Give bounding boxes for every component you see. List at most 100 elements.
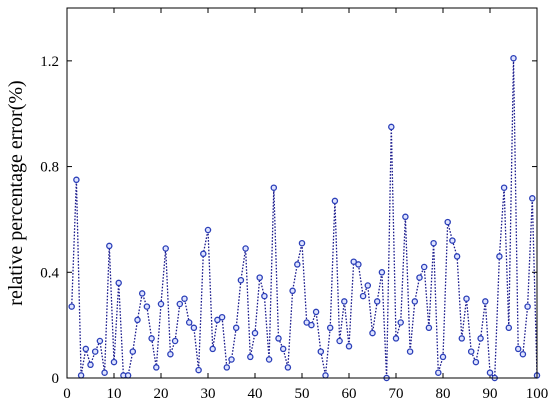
x-tick-label: 30 (201, 386, 216, 402)
data-point (529, 195, 536, 202)
data-point (73, 176, 80, 184)
data-point (247, 353, 254, 361)
data-point (110, 358, 118, 366)
x-tick-label: 20 (154, 386, 169, 402)
data-point (106, 242, 113, 250)
y-tick-label: 0.8 (40, 160, 59, 176)
data-point (261, 292, 268, 300)
data-point (308, 321, 315, 329)
data-point (336, 337, 343, 345)
data-point (162, 245, 169, 252)
data-point (209, 345, 216, 353)
data-point (425, 324, 433, 332)
data-point (458, 335, 466, 342)
x-tick-label: 10 (107, 386, 122, 402)
y-tick-label: 0 (52, 371, 60, 387)
data-point (303, 319, 310, 326)
data-point (378, 269, 386, 276)
data-point (510, 54, 517, 62)
data-point (514, 345, 522, 353)
data-point (256, 274, 263, 281)
data-point (406, 348, 414, 355)
data-point (190, 324, 198, 332)
data-point (223, 364, 231, 371)
data-point (265, 356, 273, 363)
data-point (388, 123, 395, 131)
data-point (331, 197, 339, 205)
data-point (195, 366, 202, 374)
data-point (345, 343, 353, 350)
x-tick-label: 40 (248, 386, 263, 402)
data-point (322, 372, 329, 379)
data-point (326, 324, 334, 332)
data-point (486, 369, 494, 376)
data-point (148, 335, 155, 342)
data-point (449, 237, 456, 244)
data-point (115, 279, 122, 287)
x-tick-label: 60 (342, 386, 357, 402)
data-point (171, 337, 179, 345)
data-point (298, 239, 306, 247)
data-point (350, 258, 357, 265)
data-point (91, 348, 99, 355)
data-point (294, 261, 301, 268)
data-point (289, 287, 296, 295)
plot-frame (66, 7, 538, 379)
data-point (200, 250, 207, 258)
data-point (411, 298, 419, 305)
data-point (138, 290, 146, 297)
data-point (359, 292, 367, 300)
data-point (392, 335, 400, 342)
x-tick-label: 0 (63, 386, 71, 402)
data-point (181, 295, 188, 302)
data-point (420, 263, 428, 271)
data-point (463, 295, 470, 302)
data-point (153, 364, 160, 371)
data-point (373, 298, 381, 305)
series-line (71, 58, 538, 380)
data-point (467, 348, 475, 355)
data-point (402, 213, 409, 221)
data-point (101, 369, 108, 376)
data-point (218, 313, 226, 321)
data-point (355, 261, 362, 268)
data-point (519, 350, 527, 358)
data-point (369, 329, 376, 337)
data-point (364, 282, 372, 289)
data-point (204, 226, 212, 234)
data-point (496, 253, 503, 260)
data-point (129, 348, 137, 355)
data-point (524, 303, 531, 310)
data-point (439, 353, 447, 361)
data-point (453, 253, 461, 260)
data-point (482, 298, 489, 305)
data-point (134, 316, 141, 324)
data-point (185, 319, 193, 326)
data-point (237, 276, 245, 284)
data-point (275, 335, 282, 342)
data-point (251, 329, 259, 337)
data-point (341, 298, 348, 305)
data-point (143, 303, 151, 310)
y-axis-label: relative percentage error(%) (5, 80, 27, 305)
data-point (157, 300, 165, 308)
data-point (176, 300, 184, 308)
data-point (430, 239, 437, 247)
data-point (435, 369, 442, 376)
data-point (505, 324, 513, 332)
data-point (214, 316, 221, 324)
data-point (312, 308, 320, 316)
data-point (477, 335, 484, 342)
data-point (82, 345, 90, 353)
data-point (472, 358, 480, 366)
data-point (397, 319, 404, 326)
x-tick-label: 90 (483, 386, 498, 402)
data-point (87, 361, 94, 369)
series-group (68, 54, 541, 382)
data-point (317, 348, 325, 355)
data-point (270, 184, 278, 191)
data-point (96, 337, 104, 345)
data-point (416, 274, 423, 281)
